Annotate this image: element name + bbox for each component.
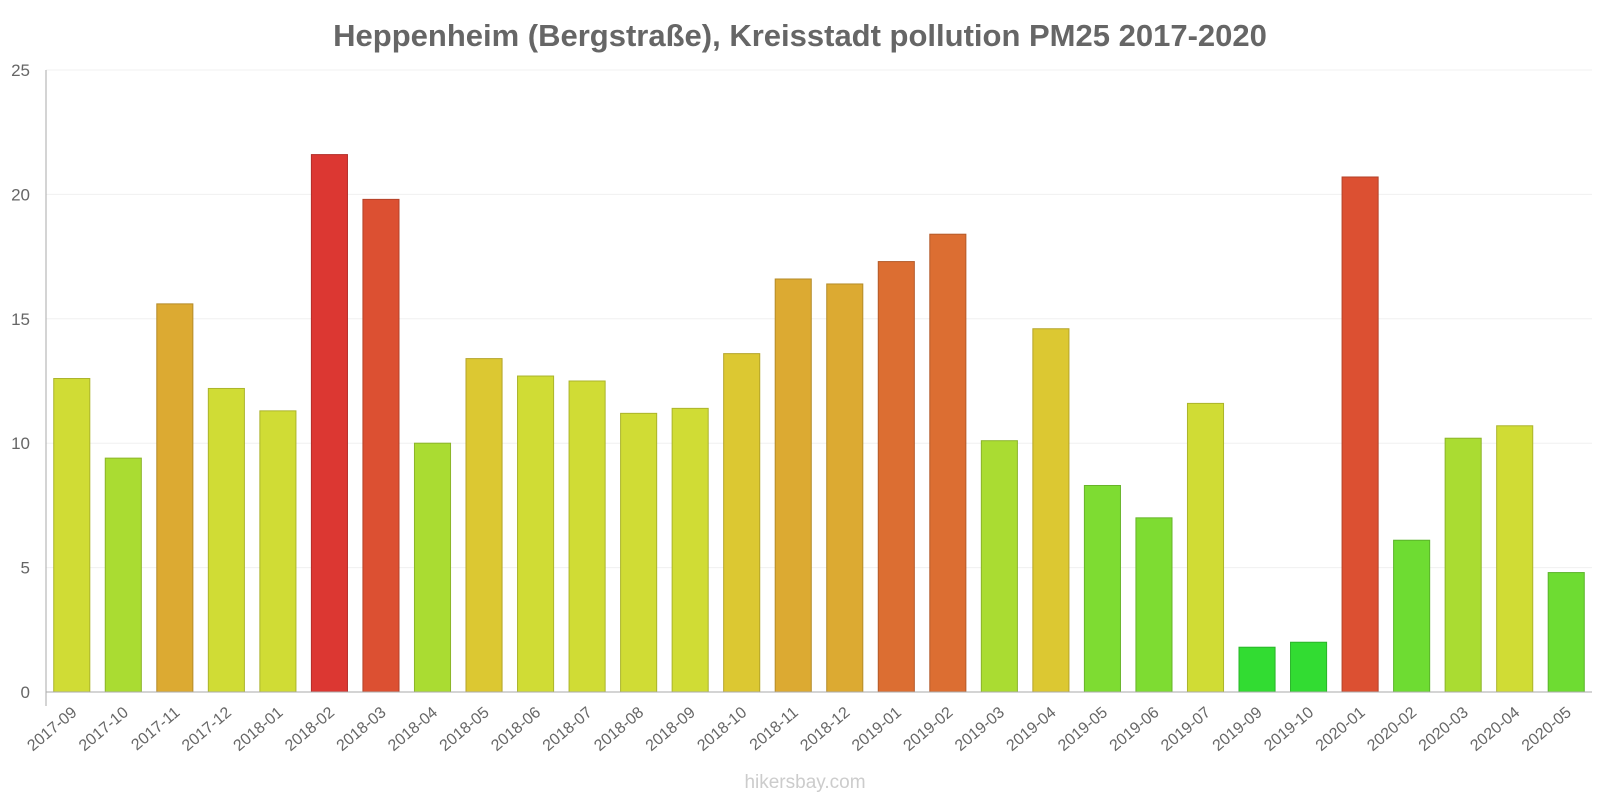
y-tick-label-15: 15: [11, 310, 30, 329]
x-tick-label-2020-03: 2020-03: [1416, 704, 1472, 755]
x-tick-label-2018-11: 2018-11: [747, 704, 802, 754]
bar-2018-12: [826, 283, 864, 693]
bar-2019-02: [929, 233, 967, 693]
bar-2018-10: [723, 353, 761, 693]
x-tick-label-2020-04: 2020-04: [1467, 704, 1523, 755]
bar-2019-07: [1186, 402, 1225, 693]
bar-2018-03: [362, 198, 400, 693]
x-tick-label-2018-06: 2018-06: [488, 704, 544, 755]
bar-2020-04: [1496, 425, 1534, 693]
y-tick-label-20: 20: [11, 185, 30, 204]
x-tick-label-2019-05: 2019-05: [1055, 704, 1111, 755]
chart-title: Heppenheim (Bergstraße), Kreisstadt poll…: [333, 18, 1267, 53]
bar-2018-08: [620, 412, 658, 693]
bar-2017-12: [207, 387, 245, 693]
bar-2018-06: [517, 375, 555, 693]
watermark: hikersbay.com: [744, 772, 865, 793]
bar-2018-04: [413, 442, 452, 693]
x-tick-label-2018-04: 2018-04: [385, 704, 441, 755]
y-tick-label-5: 5: [21, 559, 30, 578]
y-tick-label-25: 25: [11, 61, 30, 80]
x-tick-label-2018-09: 2018-09: [643, 704, 699, 755]
bar-2020-02: [1393, 539, 1431, 693]
x-tick-label-2017-09: 2017-09: [24, 704, 80, 755]
x-tick-label-2019-01: 2019-01: [849, 704, 905, 755]
x-tick-label-2019-09: 2019-09: [1210, 704, 1266, 755]
bar-2019-01: [877, 261, 915, 693]
bar-2018-05: [465, 358, 503, 693]
x-tick-label-2018-10: 2018-10: [694, 704, 750, 755]
x-tick-label-2019-03: 2019-03: [952, 704, 1008, 755]
x-tick-label-2020-02: 2020-02: [1364, 704, 1420, 755]
bar-2018-07: [568, 380, 606, 693]
bar-2019-09: [1238, 646, 1276, 693]
bar-2018-02: [310, 154, 348, 693]
x-tick-label-2017-11: 2017-11: [128, 704, 183, 754]
bar-2019-10: [1290, 641, 1328, 693]
x-tick-label-2017-10: 2017-10: [76, 704, 132, 755]
x-tick-label-2018-05: 2018-05: [437, 704, 493, 755]
bar-2019-05: [1083, 484, 1121, 693]
bar-2019-06: [1135, 517, 1173, 693]
bar-2019-04: [1032, 328, 1070, 693]
x-axis-tick-labels: 2017-092017-102017-112017-122018-012018-…: [24, 704, 1574, 755]
axes: [45, 70, 1592, 706]
x-tick-label-2019-06: 2019-06: [1107, 704, 1163, 755]
x-tick-label-2018-07: 2018-07: [540, 704, 596, 755]
x-tick-label-2018-08: 2018-08: [591, 704, 647, 755]
bar-2018-01: [259, 410, 297, 693]
x-tick-label-2019-07: 2019-07: [1158, 704, 1214, 755]
bar-series: [53, 154, 1585, 693]
y-tick-label-10: 10: [11, 434, 30, 453]
x-tick-label-2019-02: 2019-02: [900, 704, 956, 755]
y-axis-tick-labels: 0 5 10 15 20 25: [11, 61, 30, 702]
bar-2020-03: [1444, 437, 1482, 693]
x-tick-label-2018-01: 2018-01: [231, 704, 287, 755]
x-tick-label-2018-12: 2018-12: [797, 704, 853, 755]
x-tick-label-2019-10: 2019-10: [1261, 704, 1317, 755]
bar-2018-09: [671, 407, 709, 693]
x-tick-label-2019-04: 2019-04: [1004, 704, 1060, 755]
y-tick-label-0: 0: [21, 683, 30, 702]
x-tick-label-2018-03: 2018-03: [334, 704, 390, 755]
bar-2017-11: [156, 303, 194, 693]
bar-2017-10: [104, 457, 142, 693]
bar-2020-05: [1547, 572, 1585, 693]
bar-2018-11: [774, 278, 812, 693]
x-tick-label-2018-02: 2018-02: [282, 704, 338, 755]
bar-2020-01: [1341, 176, 1379, 693]
bar-2017-09: [53, 378, 91, 693]
x-tick-label-2020-01: 2020-01: [1313, 704, 1369, 755]
grid-lines: [46, 69, 1592, 569]
x-tick-label-2020-05: 2020-05: [1519, 704, 1575, 755]
bar-2019-03: [980, 440, 1018, 693]
x-tick-label-2017-12: 2017-12: [179, 704, 235, 755]
